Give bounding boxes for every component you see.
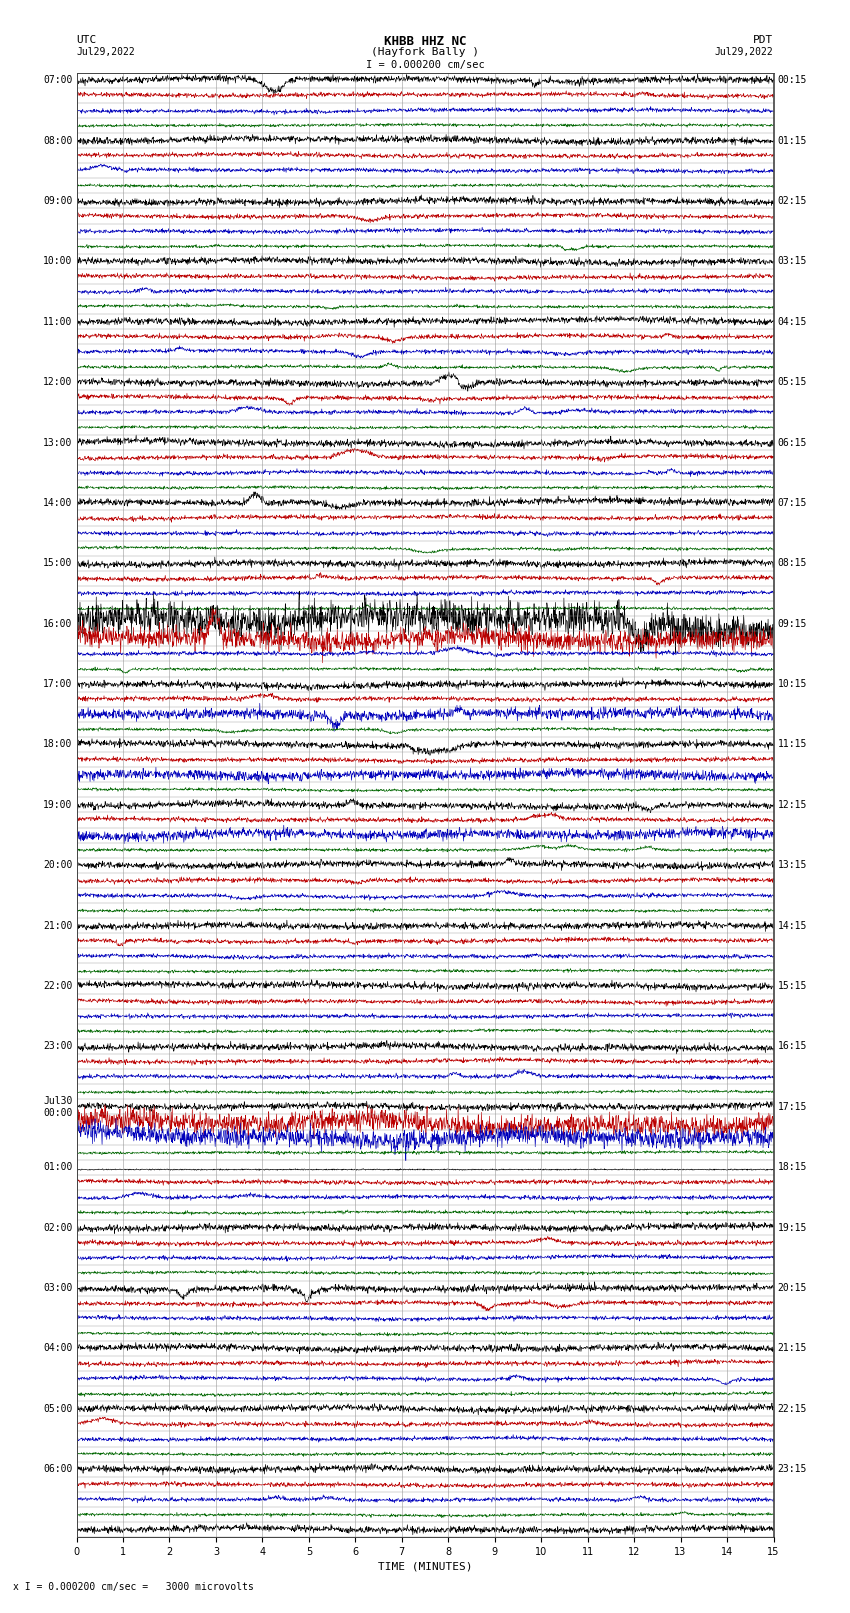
Text: I = 0.000200 cm/sec: I = 0.000200 cm/sec bbox=[366, 60, 484, 69]
Text: Jul29,2022: Jul29,2022 bbox=[715, 47, 774, 56]
Text: (Hayfork Bally ): (Hayfork Bally ) bbox=[371, 47, 479, 56]
Text: UTC: UTC bbox=[76, 35, 97, 45]
Text: KHBB HHZ NC: KHBB HHZ NC bbox=[383, 35, 467, 48]
X-axis label: TIME (MINUTES): TIME (MINUTES) bbox=[377, 1561, 473, 1571]
Text: Jul29,2022: Jul29,2022 bbox=[76, 47, 135, 56]
Text: PDT: PDT bbox=[753, 35, 774, 45]
Text: x I = 0.000200 cm/sec =   3000 microvolts: x I = 0.000200 cm/sec = 3000 microvolts bbox=[13, 1582, 253, 1592]
